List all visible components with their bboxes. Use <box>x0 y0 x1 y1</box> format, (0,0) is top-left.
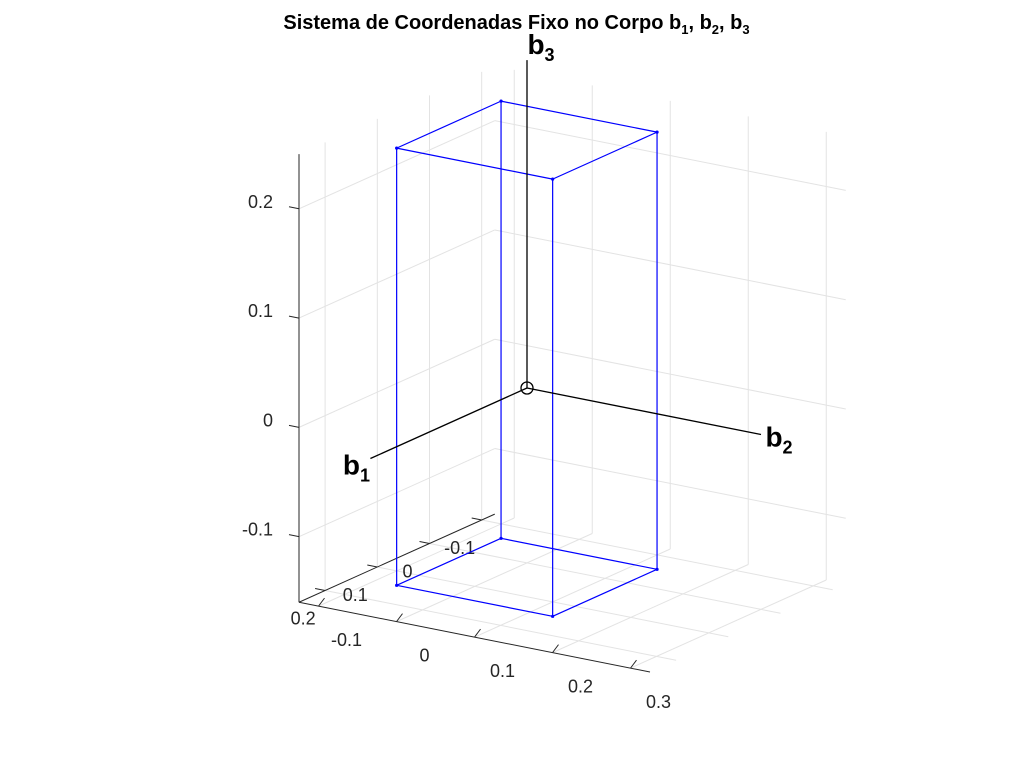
box-edge <box>396 100 502 149</box>
body-axis-2 <box>526 387 762 436</box>
title-sub-3: 3 <box>742 22 750 37</box>
grid-line <box>396 533 593 623</box>
box-vertex <box>395 146 399 150</box>
tick-labels: -0.1 0 0.1 0.2 -0.1 0 0.1 0.2 0.3 -0.1 0 0.1 0.2 <box>242 192 671 712</box>
body-axes: b1 b2 b3 <box>343 29 793 485</box>
origin-marker <box>520 381 534 395</box>
box-vertex <box>551 177 555 181</box>
body-axis-label-1: b1 <box>343 450 370 486</box>
x-tick-label: 0.2 <box>291 609 316 629</box>
title-sep-1: , b <box>688 12 712 34</box>
grid-line <box>474 548 671 638</box>
title-sub-1: 1 <box>681 22 689 37</box>
box-vertex <box>395 583 399 587</box>
z-tick <box>288 315 300 319</box>
y-tick-label: -0.1 <box>331 630 362 650</box>
box-edge <box>500 100 658 133</box>
y-tick-label: 0.1 <box>490 661 515 681</box>
grid-line <box>494 120 846 191</box>
z-tick-label: -0.1 <box>242 520 273 540</box>
y-tick-label: 0 <box>419 646 429 666</box>
box-edge-bottom <box>552 568 658 617</box>
box-vertex <box>655 567 659 571</box>
grid-lines <box>298 69 846 669</box>
y-tick <box>396 613 403 622</box>
grid-line <box>630 579 827 669</box>
grid-line <box>318 517 515 607</box>
z-tick <box>288 424 300 428</box>
x-tick <box>471 517 482 521</box>
x-tick <box>419 541 430 544</box>
box-edge-bottom <box>396 584 553 617</box>
y-tick-label: 0.2 <box>568 677 593 697</box>
x-tick-label: -0.1 <box>444 538 475 558</box>
body-axis-label-2: b2 <box>765 422 792 458</box>
box-edge <box>552 131 658 180</box>
z-tick-label: 0.2 <box>248 192 273 212</box>
blue-box-wireframe <box>395 99 659 618</box>
grid-line <box>552 564 749 654</box>
x-tick-label: 0 <box>402 562 412 582</box>
x-tick-label: 0.1 <box>343 585 368 605</box>
z-tick-label: 0.1 <box>248 301 273 321</box>
body-axis-1 <box>370 387 528 460</box>
x-tick <box>367 564 378 568</box>
title-sep-2: , b <box>719 12 743 34</box>
x-tick <box>315 588 326 591</box>
body-axis-label-3: b3 <box>527 29 554 65</box>
box-edge-bottom <box>500 537 658 570</box>
title-prefix: Sistema de Coordenadas Fixo no Corpo b <box>283 12 682 34</box>
box-vertex <box>499 536 503 540</box>
y-tick <box>318 597 325 607</box>
y-tick <box>552 644 559 653</box>
box-edge-bottom <box>396 537 502 586</box>
z-tick-label: 0 <box>263 410 273 430</box>
y-tick-label: 0.3 <box>646 692 671 712</box>
z-tick <box>288 206 300 210</box>
title-sub-2: 2 <box>711 22 720 37</box>
box-vertex <box>551 614 555 618</box>
box-vertex <box>499 99 503 103</box>
box-edge <box>396 147 553 180</box>
z-tick <box>288 534 300 538</box>
box-vertex <box>655 130 659 134</box>
chart-title: Sistema de Coordenadas Fixo no Corpo b1,… <box>0 12 1033 37</box>
y-tick <box>630 659 637 669</box>
y-tick <box>474 628 481 638</box>
